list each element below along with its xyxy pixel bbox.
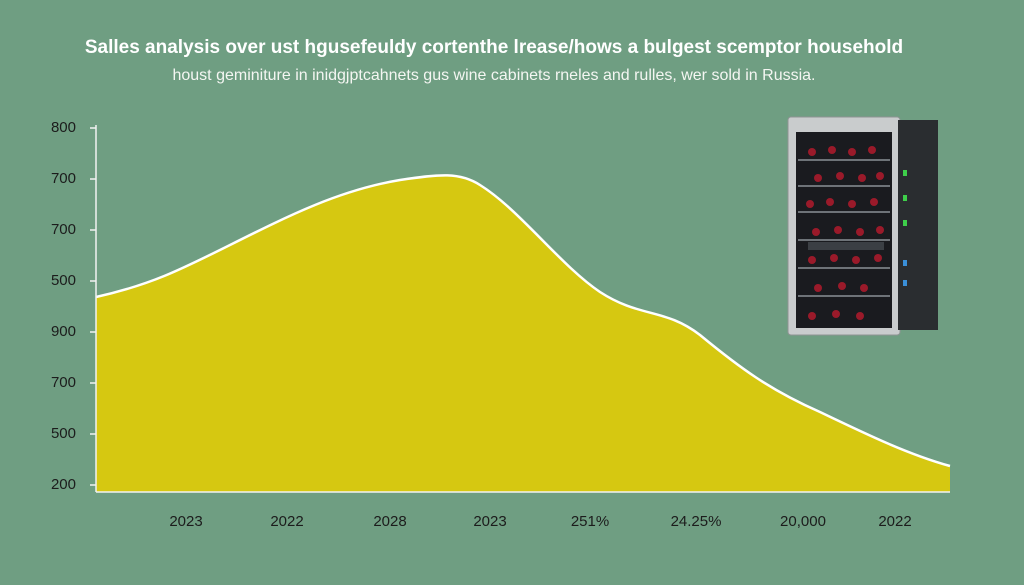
x-axis-label: 2023 [473, 513, 506, 530]
x-axis-label: 2022 [270, 513, 303, 530]
x-axis-label: 251% [571, 513, 609, 530]
y-axis-label: 800 [51, 119, 76, 136]
area [96, 175, 950, 492]
wine-cabinet [787, 116, 938, 336]
y-axis-label: 500 [51, 272, 76, 289]
x-axis-label: 20,000 [780, 513, 826, 530]
y-axis-label: 700 [51, 374, 76, 391]
y-axis-label: 700 [51, 170, 76, 187]
subtitle: houst geminiture in inidgjptcahnets gus … [172, 67, 815, 84]
x-axis-label: 2022 [878, 513, 911, 530]
y-axis-label: 900 [51, 323, 76, 340]
x-axis-label: 2028 [373, 513, 406, 530]
x-axis-label: 24.25% [671, 513, 722, 530]
x-axis-label: 2023 [169, 513, 202, 530]
y-axis-label: 200 [51, 476, 76, 493]
title: Salles analysis over ust hgusefeuldy cor… [85, 37, 903, 58]
y-axis-label: 700 [51, 221, 76, 238]
y-axis-label: 500 [51, 425, 76, 442]
area-outline [95, 174, 951, 468]
